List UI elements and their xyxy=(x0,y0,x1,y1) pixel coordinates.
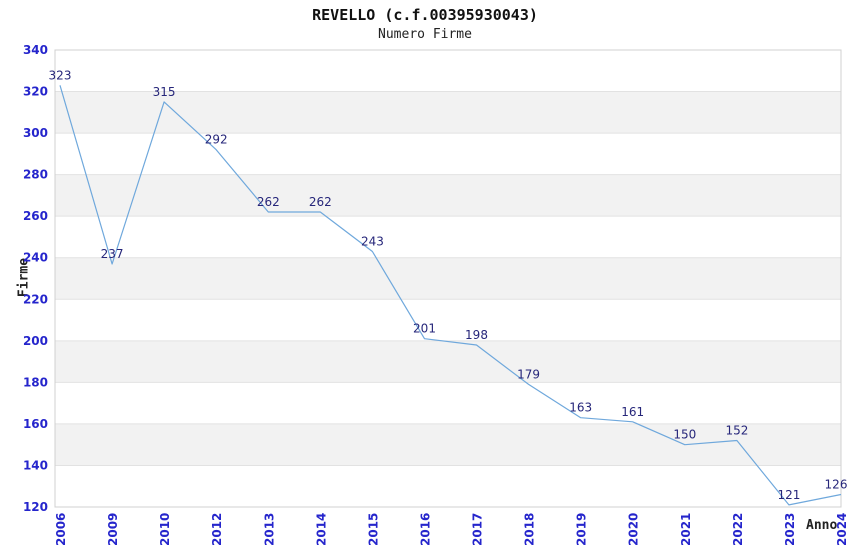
x-tick-label: 2018 xyxy=(523,513,537,546)
plot-band xyxy=(55,91,841,134)
x-tick-label: 2014 xyxy=(314,513,328,546)
y-tick-label: 280 xyxy=(23,168,48,182)
y-tick-label: 300 xyxy=(23,126,48,140)
data-point-label: 161 xyxy=(621,405,644,419)
x-tick-label: 2023 xyxy=(783,513,797,546)
data-point-label: 126 xyxy=(825,478,848,492)
x-tick-label: 2019 xyxy=(575,513,589,546)
y-tick-label: 220 xyxy=(23,292,48,306)
y-tick-label: 260 xyxy=(23,209,48,223)
plot-band xyxy=(55,257,841,300)
x-tick-label: 2016 xyxy=(418,513,432,546)
data-point-label: 163 xyxy=(569,401,592,415)
plot-band xyxy=(55,340,841,383)
y-tick-label: 200 xyxy=(23,334,48,348)
data-point-label: 237 xyxy=(101,247,124,261)
x-tick-label: 2020 xyxy=(627,513,641,546)
x-tick-label: 2022 xyxy=(731,513,745,546)
data-point-label: 150 xyxy=(673,428,696,442)
x-tick-label: 2021 xyxy=(679,513,693,546)
data-point-label: 262 xyxy=(257,195,280,209)
y-tick-label: 140 xyxy=(23,458,48,472)
x-axis-title: Anno xyxy=(806,518,838,533)
x-tick-label: 2017 xyxy=(471,513,485,546)
y-tick-label: 180 xyxy=(23,375,48,389)
plot-border xyxy=(54,49,842,508)
data-point-label: 201 xyxy=(413,322,436,336)
x-tick-label: 2010 xyxy=(158,513,172,546)
data-point-label: 198 xyxy=(465,328,488,342)
data-point-label: 315 xyxy=(153,85,176,99)
plot-band xyxy=(55,423,841,466)
y-tick-label: 240 xyxy=(23,251,48,265)
chart-subtitle: Numero Firme xyxy=(378,27,472,42)
data-point-label: 292 xyxy=(205,133,228,147)
data-point-label: 152 xyxy=(725,424,748,438)
data-point-label: 121 xyxy=(777,488,800,502)
data-point-label: 323 xyxy=(49,68,72,82)
y-tick-label: 160 xyxy=(23,417,48,431)
plot-band xyxy=(55,174,841,217)
x-tick-label: 2013 xyxy=(262,513,276,546)
x-tick-label: 2012 xyxy=(210,513,224,546)
y-tick-label: 340 xyxy=(23,43,48,57)
data-point-label: 179 xyxy=(517,367,540,381)
x-tick-label: 2024 xyxy=(835,513,849,546)
x-tick-label: 2006 xyxy=(54,513,68,546)
data-point-label: 262 xyxy=(309,195,332,209)
x-tick-label: 2015 xyxy=(366,513,380,546)
y-tick-label: 320 xyxy=(23,85,48,99)
x-tick-label: 2009 xyxy=(106,513,120,546)
y-tick-label: 120 xyxy=(23,500,48,514)
data-line xyxy=(59,85,842,506)
chart-title: REVELLO (c.f.00395930043) xyxy=(312,6,538,24)
data-point-label: 243 xyxy=(361,235,384,249)
